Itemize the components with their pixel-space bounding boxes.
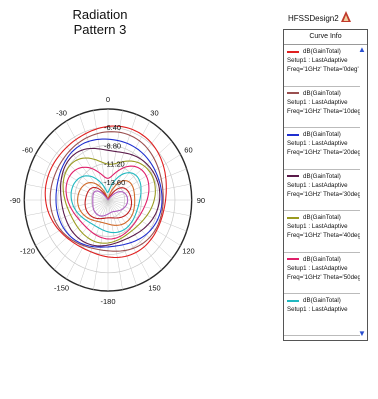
grid-spoke — [107, 168, 187, 201]
polar-labels: 0 30 60 90 120 150 -180 -150 -120 -90 -60 -30 -6.40 -… — [10, 95, 205, 306]
legend-params: Freq='1GHz' Theta='20deg' — [287, 149, 360, 156]
grid-spoke — [107, 141, 173, 201]
series-curve-0 — [44, 125, 167, 259]
ring-tick-label: -6.40 — [104, 123, 121, 132]
legend-series-name: dB(GainTotal) — [303, 214, 341, 221]
angle-tick-label: 30 — [150, 109, 158, 118]
series-curve-3 — [60, 147, 161, 247]
grid-spoke — [107, 130, 163, 201]
legend-entry[interactable]: dB(GainTotal) Setup1 : LastAdaptive Freq='… — [284, 211, 360, 253]
legend-series-name: dB(GainTotal) — [303, 297, 341, 304]
legend-swatch — [287, 133, 299, 136]
legend-params: Freq='1GHz' Theta='10deg' — [287, 107, 360, 115]
grid-spoke — [53, 199, 109, 270]
angle-tick-label: 90 — [197, 196, 205, 205]
grid-spoke — [65, 121, 109, 201]
angle-tick-label: 120 — [182, 247, 195, 256]
legend-swatch — [287, 175, 299, 177]
legend-params: Freq='1GHz' Theta='40deg' — [287, 232, 360, 239]
polar-plot: 0 30 60 90 120 150 -180 -150 -120 -90 -60 -30 -6.40 -… — [10, 95, 205, 306]
series-curve-2 — [55, 138, 163, 248]
legend-setup: Setup1 : LastAdaptive — [287, 181, 348, 189]
series-curve-7 — [77, 180, 136, 226]
grid-spoke — [25, 199, 109, 217]
legend-setup: Setup1 : LastAdaptive — [287, 306, 348, 313]
legend-entry[interactable]: dB(GainTotal) Setup1 : LastAdaptive Freq='… — [284, 128, 360, 170]
legend-setup: Setup1 : LastAdaptive — [287, 98, 348, 106]
legend-setup: Setup1 : LastAdaptive — [287, 57, 348, 64]
legend-series-name: dB(GainTotal) — [303, 89, 341, 97]
ring-tick-label: -8.80 — [104, 141, 121, 150]
design-name: HFSSDesign2 — [288, 14, 339, 23]
legend-entry[interactable]: dB(GainTotal) Setup1 : LastAdaptive Freq='… — [284, 87, 360, 128]
legend-series-name: dB(GainTotal) — [303, 48, 341, 55]
grid-spoke — [43, 199, 109, 259]
legend-swatch — [287, 258, 299, 260]
ansys-logo-icon — [341, 11, 351, 22]
angle-tick-label: -180 — [100, 297, 115, 306]
angle-tick-label: 60 — [184, 146, 192, 155]
curve-layer — [44, 125, 167, 259]
legend-setup: Setup1 : LastAdaptive — [287, 140, 348, 147]
legend-params: Freq='1GHz' Theta='50deg' — [287, 273, 360, 281]
chart-title: Radiation Pattern 3 — [72, 7, 128, 37]
grid-spoke — [35, 154, 109, 201]
legend-series-name: dB(GainTotal) — [303, 172, 341, 180]
ring-tick-label: -11.20 — [104, 160, 125, 169]
series-curve-9 — [92, 190, 129, 217]
legend-series-name: dB(GainTotal) — [303, 255, 341, 263]
series-curve-8 — [84, 186, 133, 220]
ring-tick-label: -13.60 — [104, 178, 125, 187]
legend-setup: Setup1 : LastAdaptive — [287, 264, 348, 272]
legend-entry[interactable]: dB(GainTotal) Setup1 : LastAdaptive — [284, 294, 360, 336]
grid-spoke — [107, 199, 181, 246]
grid-spoke — [107, 199, 151, 279]
grid-spoke — [65, 199, 109, 279]
legend-header: Curve Info — [284, 30, 367, 45]
legend-params: Freq='1GHz' Theta='30deg' — [287, 190, 360, 198]
series-curve-5 — [65, 165, 150, 240]
grid-spoke — [43, 141, 109, 201]
grid-spoke — [107, 110, 123, 201]
angle-tick-label: 0 — [106, 95, 110, 104]
legend-entry[interactable]: dB(GainTotal) Setup1 : LastAdaptive Freq='… — [284, 45, 360, 87]
legend-swatch — [287, 216, 299, 219]
legend-swatch — [287, 299, 299, 302]
grid-spoke — [107, 199, 173, 259]
grid-spoke — [29, 168, 109, 201]
series-curve-1 — [49, 131, 164, 252]
grid-spoke — [107, 199, 191, 217]
legend-series-name: dB(GainTotal) — [303, 131, 341, 138]
scroll-up-icon[interactable]: ▲ — [358, 45, 366, 54]
grid-spoke — [35, 199, 109, 246]
grid-spoke — [107, 199, 123, 290]
legend-swatch — [287, 50, 299, 53]
angle-tick-label: -30 — [56, 109, 67, 118]
grid-spoke — [79, 199, 109, 286]
angle-tick-label: -150 — [54, 283, 69, 292]
legend-swatch — [287, 92, 299, 94]
legend-entry[interactable]: dB(GainTotal) Setup1 : LastAdaptive Freq='… — [284, 253, 360, 294]
grid-spoke — [107, 154, 181, 201]
angle-tick-label: -90 — [10, 196, 21, 205]
legend-panel[interactable]: Curve Info dB(GainTotal) Setup1 : LastAda… — [283, 29, 368, 341]
series-curve-6 — [70, 172, 142, 234]
legend-setup: Setup1 : LastAdaptive — [287, 223, 348, 230]
scroll-down-icon[interactable]: ▼ — [358, 329, 366, 338]
legend-entry[interactable]: dB(GainTotal) Setup1 : LastAdaptive Freq='… — [284, 170, 360, 211]
series-curve-4 — [62, 157, 156, 244]
grid-spoke — [25, 183, 109, 201]
grid-spoke — [107, 199, 137, 286]
angle-tick-label: -120 — [20, 247, 35, 256]
legend-params: Freq='1GHz' Theta='0deg' — [287, 66, 359, 73]
grid-spoke — [93, 110, 109, 201]
angle-tick-label: 150 — [148, 283, 161, 292]
grid-spoke — [29, 199, 109, 232]
legend-list: dB(GainTotal) Setup1 : LastAdaptive Freq='… — [284, 45, 360, 336]
angle-tick-label: -60 — [22, 146, 33, 155]
